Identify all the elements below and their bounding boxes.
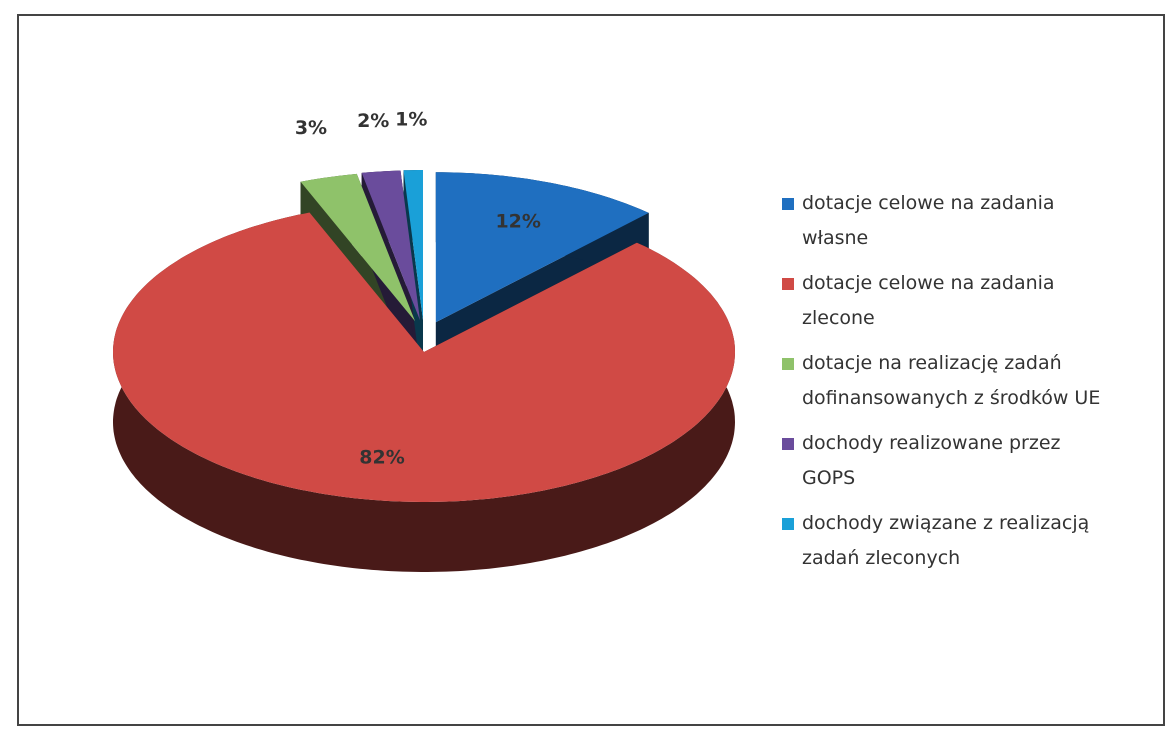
legend-swatch: [782, 438, 794, 450]
slice: [435, 172, 649, 323]
legend-label: dochody związane z realizacją zadań zlec…: [802, 512, 1090, 569]
value-label: 1%: [395, 109, 427, 131]
slice: [113, 212, 735, 502]
legend-swatch: [782, 278, 794, 290]
pie-tops: [113, 170, 735, 502]
legend-swatch: [782, 518, 794, 530]
value-label: 82%: [359, 447, 404, 469]
legend-label: dochody realizowane przez GOPS: [802, 432, 1061, 489]
legend: dotacje celowe na zadania własne dotacje …: [782, 186, 1102, 586]
legend-label: dotacje na realizację zadań dofinansowan…: [802, 352, 1101, 409]
legend-item: dotacje na realizację zadań dofinansowan…: [782, 346, 1102, 416]
slice: [361, 170, 420, 321]
legend-swatch: [782, 198, 794, 210]
legend-label: dotacje celowe na zadania zlecone: [802, 272, 1055, 329]
value-label: 3%: [295, 117, 327, 139]
value-label: 2%: [357, 110, 389, 132]
legend-item: dotacje celowe na zadania zlecone: [782, 266, 1102, 336]
legend-item: dochody związane z realizacją zadań zlec…: [782, 506, 1102, 576]
legend-item: dotacje celowe na zadania własne: [782, 186, 1102, 256]
legend-swatch: [782, 358, 794, 370]
slice: [300, 173, 416, 322]
value-label: 12%: [495, 210, 540, 232]
legend-label: dotacje celowe na zadania własne: [802, 192, 1055, 249]
legend-item: dochody realizowane przez GOPS: [782, 426, 1102, 496]
slice-side: [113, 212, 735, 572]
slice: [403, 170, 423, 320]
frame: [17, 14, 1165, 726]
